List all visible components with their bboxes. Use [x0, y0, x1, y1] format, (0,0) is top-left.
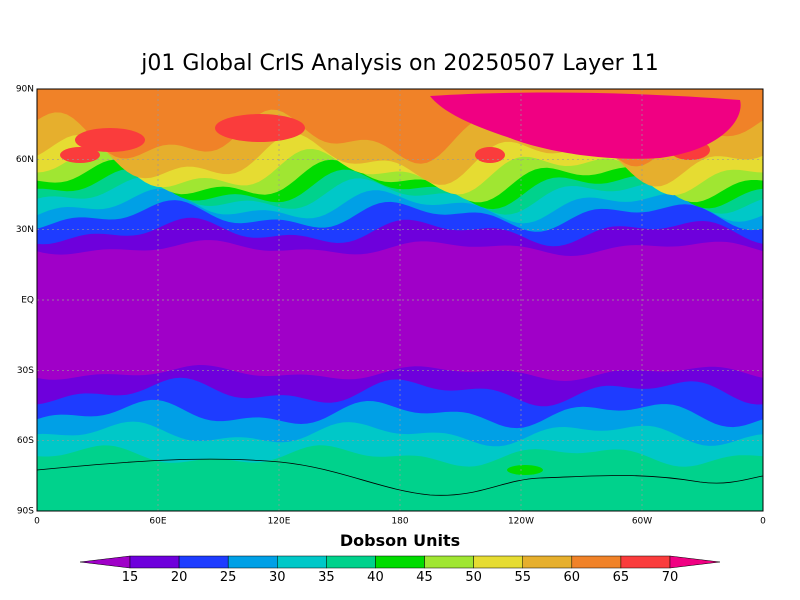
colorbar-over [669, 555, 721, 569]
map-title: j01 Global CrIS Analysis on 20250507 Lay… [140, 51, 658, 76]
lat-label: 60N [16, 155, 34, 165]
colorbar: 15 20 25 30 35 40 45 50 55 60 65 70 [79, 555, 721, 585]
colorbar-segment [178, 555, 229, 569]
lon-label: 60W [632, 517, 652, 527]
colorbar-segment [277, 555, 327, 569]
high-ozone-patch [475, 147, 505, 163]
colorbar-tick-label: 60 [564, 570, 581, 585]
colorbar-tick-label: 30 [269, 570, 286, 585]
colorbar-tick-label: 70 [662, 570, 679, 585]
colorbar-segment [571, 555, 622, 569]
colorbar-segment [424, 555, 474, 569]
colorbar-segment [326, 555, 376, 569]
colorbar-segment [473, 555, 523, 569]
lon-label: 0 [34, 517, 40, 527]
lon-label: 120E [268, 517, 291, 527]
lat-label: EQ [21, 296, 34, 306]
lat-label: 60S [17, 436, 34, 446]
colorbar-tick-label: 35 [318, 570, 335, 585]
colorbar-segment [522, 555, 573, 569]
colorbar-tick-label: 45 [416, 570, 433, 585]
antarctica-coast [37, 458, 763, 496]
colorbar-segment [129, 555, 180, 569]
colorbar-tick-label: 15 [122, 570, 139, 585]
colorbar-segment [227, 555, 278, 569]
colorbar-segment [620, 555, 671, 569]
colorbar-tick-label: 65 [613, 570, 630, 585]
high-ozone-patch [75, 128, 145, 152]
lon-label: 180 [391, 517, 408, 527]
colorbar-segment [375, 555, 425, 569]
lat-label: 90N [16, 85, 34, 95]
colorbar-tick-label: 20 [171, 570, 188, 585]
antarctic-patch [507, 465, 543, 475]
lon-label: 120W [508, 517, 534, 527]
lat-label: 30S [17, 366, 34, 376]
colorbar-tick-label: 55 [514, 570, 531, 585]
ozone-field [37, 89, 763, 511]
peak-ozone-region [430, 92, 741, 159]
colorbar-tick-label: 40 [367, 570, 384, 585]
lat-label: 30N [16, 225, 34, 235]
lat-label: 90S [17, 507, 34, 517]
lon-label: 0 [760, 517, 766, 527]
colorbar-title: Dobson Units [340, 531, 460, 550]
colorbar-tick-label: 50 [465, 570, 482, 585]
colorbar-tick-label: 25 [220, 570, 237, 585]
contour-band [37, 445, 763, 511]
high-ozone-patch [60, 147, 100, 163]
lon-label: 60E [149, 517, 166, 527]
plot-frame [36, 88, 764, 512]
colorbar-under [79, 555, 131, 569]
high-ozone-patch [215, 114, 305, 142]
